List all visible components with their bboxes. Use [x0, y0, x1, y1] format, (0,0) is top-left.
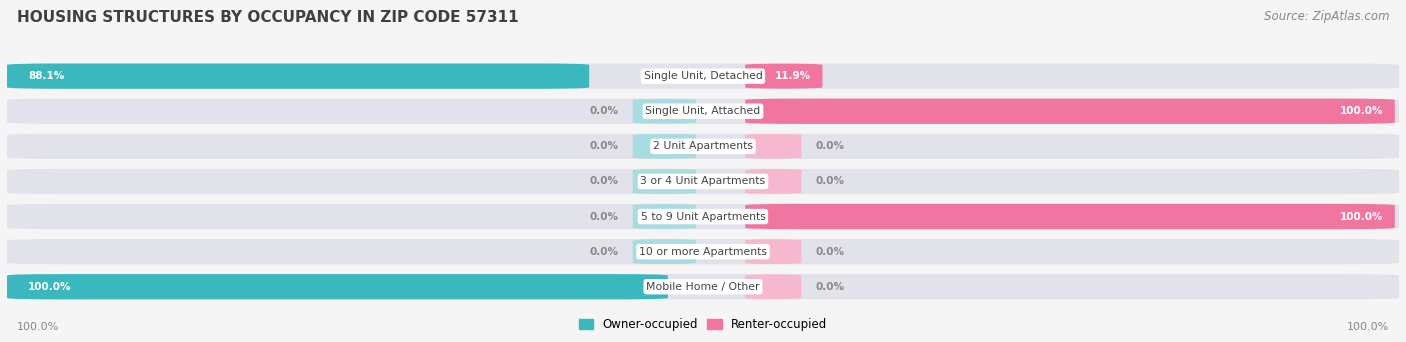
FancyBboxPatch shape — [7, 169, 1399, 194]
Text: 0.0%: 0.0% — [589, 247, 619, 256]
FancyBboxPatch shape — [633, 98, 696, 124]
FancyBboxPatch shape — [7, 64, 1399, 89]
Text: 0.0%: 0.0% — [589, 176, 619, 186]
FancyBboxPatch shape — [7, 64, 589, 89]
FancyBboxPatch shape — [633, 239, 696, 264]
Text: 0.0%: 0.0% — [815, 176, 845, 186]
Text: 0.0%: 0.0% — [815, 141, 845, 152]
Text: 10 or more Apartments: 10 or more Apartments — [638, 247, 768, 256]
Text: 88.1%: 88.1% — [28, 71, 65, 81]
FancyBboxPatch shape — [745, 98, 1395, 124]
Text: 100.0%: 100.0% — [17, 322, 59, 332]
Text: 2 Unit Apartments: 2 Unit Apartments — [652, 141, 754, 152]
Text: 0.0%: 0.0% — [589, 212, 619, 222]
Text: 0.0%: 0.0% — [815, 282, 845, 292]
FancyBboxPatch shape — [7, 274, 668, 299]
FancyBboxPatch shape — [7, 98, 1399, 124]
Text: 5 to 9 Unit Apartments: 5 to 9 Unit Apartments — [641, 212, 765, 222]
Text: 0.0%: 0.0% — [815, 247, 845, 256]
FancyBboxPatch shape — [745, 64, 823, 89]
FancyBboxPatch shape — [745, 204, 1395, 229]
Text: 100.0%: 100.0% — [28, 282, 72, 292]
FancyBboxPatch shape — [633, 134, 696, 159]
Text: 100.0%: 100.0% — [1340, 106, 1384, 116]
FancyBboxPatch shape — [745, 239, 801, 264]
FancyBboxPatch shape — [7, 274, 1399, 299]
Text: 0.0%: 0.0% — [589, 106, 619, 116]
Text: 11.9%: 11.9% — [775, 71, 811, 81]
FancyBboxPatch shape — [745, 274, 801, 299]
FancyBboxPatch shape — [7, 204, 1399, 229]
FancyBboxPatch shape — [745, 169, 801, 194]
Text: 0.0%: 0.0% — [589, 141, 619, 152]
Text: 100.0%: 100.0% — [1340, 212, 1384, 222]
FancyBboxPatch shape — [745, 134, 801, 159]
Text: Source: ZipAtlas.com: Source: ZipAtlas.com — [1264, 10, 1389, 23]
FancyBboxPatch shape — [633, 169, 696, 194]
Text: 3 or 4 Unit Apartments: 3 or 4 Unit Apartments — [641, 176, 765, 186]
FancyBboxPatch shape — [7, 134, 1399, 159]
Text: 100.0%: 100.0% — [1347, 322, 1389, 332]
Legend: Owner-occupied, Renter-occupied: Owner-occupied, Renter-occupied — [574, 314, 832, 336]
Text: HOUSING STRUCTURES BY OCCUPANCY IN ZIP CODE 57311: HOUSING STRUCTURES BY OCCUPANCY IN ZIP C… — [17, 10, 519, 25]
Text: Mobile Home / Other: Mobile Home / Other — [647, 282, 759, 292]
FancyBboxPatch shape — [7, 239, 1399, 264]
FancyBboxPatch shape — [633, 204, 696, 229]
Text: Single Unit, Detached: Single Unit, Detached — [644, 71, 762, 81]
Text: Single Unit, Attached: Single Unit, Attached — [645, 106, 761, 116]
